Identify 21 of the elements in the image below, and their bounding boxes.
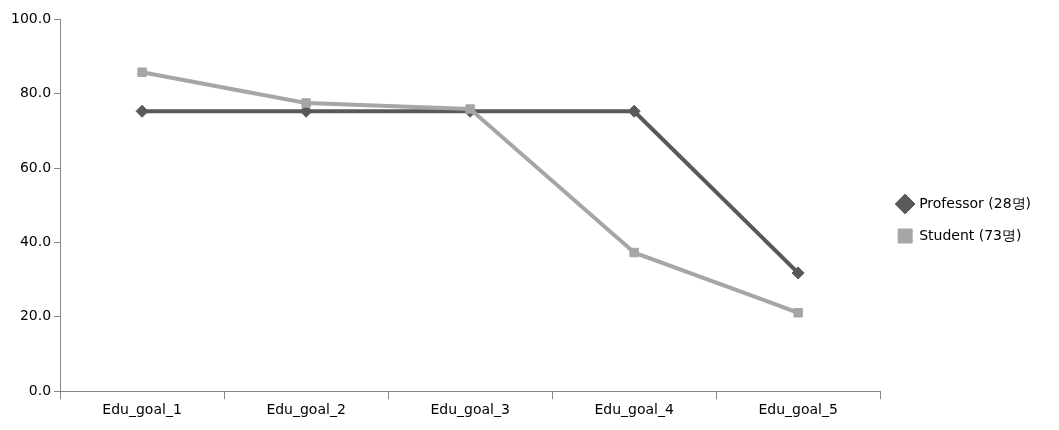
point [465, 104, 475, 114]
x-tick-label: Edu_goal_4 [594, 401, 674, 418]
y-tick-label: 60.0 [19, 158, 52, 175]
legend-label: Professor (28명) [919, 194, 1032, 211]
y-tick-label: 40.0 [19, 233, 52, 250]
x-tick-label: Edu_goal_3 [430, 401, 510, 418]
x-tick-label: Edu_goal_2 [266, 401, 346, 418]
y-tick-label: 100.0 [10, 10, 52, 27]
point [137, 67, 147, 77]
legend-label: Student (73명) [919, 226, 1022, 243]
y-tick-label: 0.0 [28, 381, 52, 398]
x-tick-label: Edu_goal_5 [758, 401, 838, 418]
x-tick-label: Edu_goal_1 [102, 401, 182, 418]
y-tick-label: 20.0 [19, 307, 52, 324]
point [793, 308, 803, 318]
point [791, 266, 805, 280]
point [301, 98, 311, 108]
point [629, 247, 639, 258]
point [627, 104, 641, 118]
point [135, 104, 149, 118]
y-tick-label: 80.0 [19, 84, 52, 101]
